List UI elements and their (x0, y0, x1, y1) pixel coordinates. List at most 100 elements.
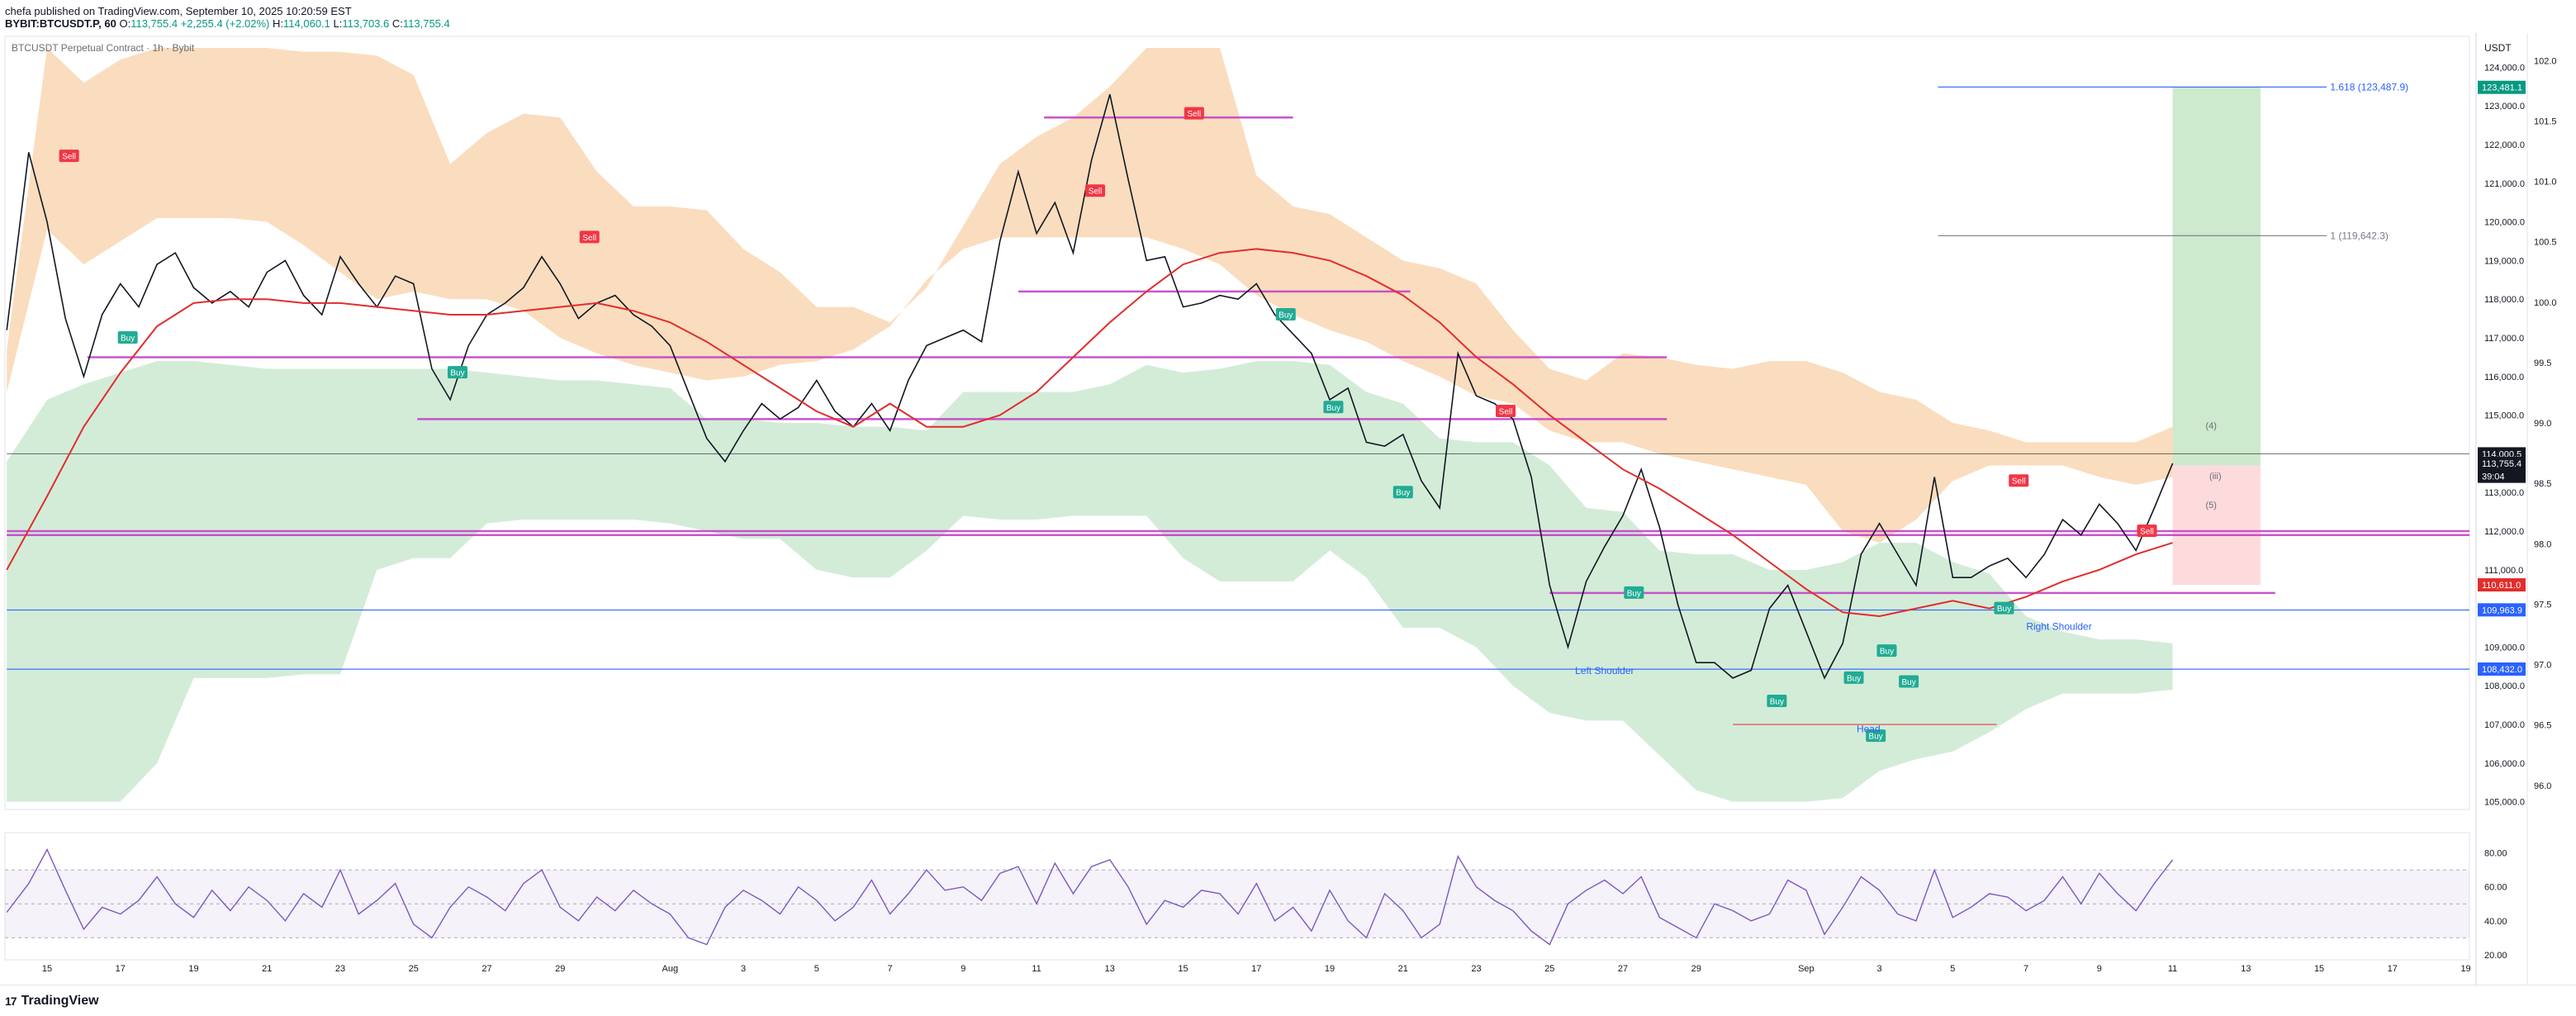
time-tick-7: 29 (555, 964, 565, 974)
signal-marker-label-12: Buy (1847, 674, 1861, 683)
signal-marker-11 (1767, 694, 1787, 707)
price-tick-15: 109,000.0 (2484, 643, 2525, 653)
price-tag-6 (2478, 662, 2526, 677)
symbol-label[interactable]: BYBIT:BTCUSDT.P, 60 (5, 17, 116, 30)
signal-marker-7 (1323, 401, 1344, 414)
signal-marker-8 (1392, 486, 1413, 499)
price-chart[interactable]: Sell Buy Buy Sell Sell Sell Buy Buy Buy Sell Buy Bu… (0, 0, 2576, 985)
price-tag-label-3: 39:04 (2482, 472, 2505, 482)
lower-cloud-band (7, 361, 2173, 802)
secondary-tick-12: 96.0 (2534, 781, 2551, 791)
secondary-tick-4: 100.0 (2534, 298, 2557, 308)
signal-marker-label-7: Buy (1326, 404, 1340, 413)
ohlc-bar: BYBIT:BTCUSDT.P, 60 O:113,755.4 +2,255.4… (5, 17, 450, 30)
secondary-tick-3: 100.5 (2534, 238, 2557, 248)
wave-label-2: (5) (2206, 501, 2217, 510)
price-tick-3: 121,000.0 (2484, 179, 2525, 189)
signal-marker-label-0: Sell (62, 153, 76, 162)
time-tick-22: 29 (1691, 964, 1701, 974)
time-tick-14: 13 (1105, 964, 1115, 974)
signal-marker-label-3: Sell (582, 234, 596, 243)
time-tick-25: 5 (1950, 964, 1955, 974)
price-tick-9: 115,000.0 (2484, 411, 2524, 421)
price-tag-2 (2478, 456, 2526, 470)
signal-marker-label-11: Buy (1770, 697, 1784, 706)
price-tick-1: 123,000.0 (2484, 102, 2525, 112)
price-tick-11: 113,000.0 (2484, 488, 2524, 498)
time-tick-1: 17 (116, 964, 126, 974)
signal-marker-label-4: Sell (1089, 188, 1103, 197)
pattern-annotation-0: Left Shoulder (1575, 665, 1634, 677)
price-tick-18: 106,000.0 (2484, 759, 2525, 769)
secondary-tick-8: 98.0 (2534, 539, 2551, 549)
time-tick-27: 9 (2097, 964, 2102, 974)
time-tick-13: 11 (1032, 964, 1041, 974)
time-tick-3: 21 (262, 964, 272, 974)
price-tag-4 (2478, 578, 2526, 592)
signal-marker-label-18: Sell (2140, 528, 2154, 537)
time-tick-18: 21 (1398, 964, 1408, 974)
tradingview-logo-text: TradingView (21, 994, 99, 1008)
low-value: 113,703.6 (342, 17, 390, 30)
price-tick-4: 120,000.0 (2484, 218, 2525, 228)
time-tick-9: 3 (741, 964, 746, 974)
signal-marker-17 (1994, 601, 2014, 615)
time-tick-23: Sep (1798, 964, 1815, 974)
signal-marker-2 (447, 366, 467, 379)
secondary-tick-0: 102.0 (2534, 56, 2557, 66)
time-tick-32: 19 (2460, 964, 2470, 974)
signal-marker-1 (117, 331, 138, 344)
time-tick-31: 17 (2388, 964, 2398, 974)
secondary-tick-2: 101.0 (2534, 178, 2557, 188)
rsi-tick-2: 40.00 (2484, 917, 2507, 927)
time-tick-12: 9 (961, 964, 965, 974)
price-tag-label-4: 110,611.0 (2482, 581, 2521, 591)
price-pane-frame (4, 36, 2470, 810)
rsi-line (6, 847, 2174, 946)
wave-label-1: (iii) (2209, 472, 2222, 482)
pattern-annotation-1: Head (1857, 723, 1881, 734)
signal-marker-5 (1184, 107, 1204, 120)
tradingview-logo-icon: 17 (5, 995, 17, 1008)
time-tick-21: 27 (1618, 964, 1628, 974)
time-tick-30: 15 (2314, 964, 2324, 974)
signal-marker-18 (2137, 525, 2157, 538)
price-tick-5: 119,000.0 (2484, 256, 2524, 266)
signal-marker-4 (1085, 184, 1106, 197)
time-tick-15: 15 (1178, 964, 1188, 974)
signal-marker-0 (59, 150, 79, 163)
price-tick-2: 122,000.0 (2484, 140, 2525, 150)
signal-marker-14 (1876, 644, 1897, 658)
time-tick-26: 7 (2023, 964, 2028, 974)
chart-header: chefa published on TradingView.com, Sept… (0, 0, 2576, 33)
rsi-tick-3: 20.00 (2484, 951, 2507, 961)
rsi-tick-0: 80.00 (2484, 849, 2507, 859)
rsi-pane-frame (4, 832, 2470, 961)
time-tick-11: 7 (888, 964, 893, 974)
secondary-tick-10: 97.0 (2534, 661, 2551, 671)
position-loss-zone (2172, 465, 2261, 586)
price-tick-0: 124,000.0 (2484, 63, 2525, 73)
high-label: H: (273, 17, 284, 30)
time-tick-17: 19 (1325, 964, 1335, 974)
time-tick-29: 13 (2241, 964, 2251, 974)
moving-average-line (6, 248, 2173, 618)
signal-marker-label-2: Buy (450, 369, 464, 378)
signal-marker-label-1: Buy (121, 335, 135, 344)
secondary-tick-11: 96.5 (2534, 721, 2551, 731)
price-tick-13: 111,000.0 (2484, 566, 2523, 576)
signal-marker-label-16: Sell (2012, 477, 2026, 487)
price-tag-label-6: 108,432.0 (2482, 665, 2522, 675)
published-info: chefa published on TradingView.com, Sept… (5, 5, 352, 17)
time-tick-20: 25 (1544, 964, 1554, 974)
time-tick-6: 27 (482, 964, 491, 974)
secondary-tick-5: 99.5 (2534, 358, 2551, 368)
price-tick-6: 118,000.0 (2484, 295, 2524, 305)
time-tick-24: 3 (1877, 964, 1882, 974)
signal-marker-label-14: Buy (1880, 648, 1894, 657)
signal-marker-12 (1843, 671, 1864, 684)
time-tick-8: Aug (662, 964, 679, 974)
price-tag-label-2: 113,755.4 (2482, 459, 2521, 469)
time-tick-19: 23 (1471, 964, 1481, 974)
tradingview-logo[interactable]: 17 TradingView (5, 994, 99, 1009)
